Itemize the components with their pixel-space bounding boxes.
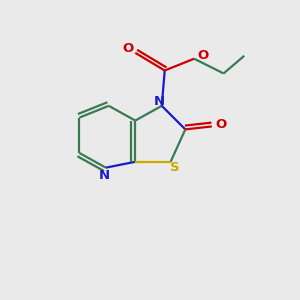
Text: O: O xyxy=(122,42,134,55)
Text: O: O xyxy=(197,49,208,62)
Text: S: S xyxy=(170,161,180,174)
Text: N: N xyxy=(153,95,164,108)
Text: O: O xyxy=(215,118,226,131)
Text: N: N xyxy=(99,169,110,182)
